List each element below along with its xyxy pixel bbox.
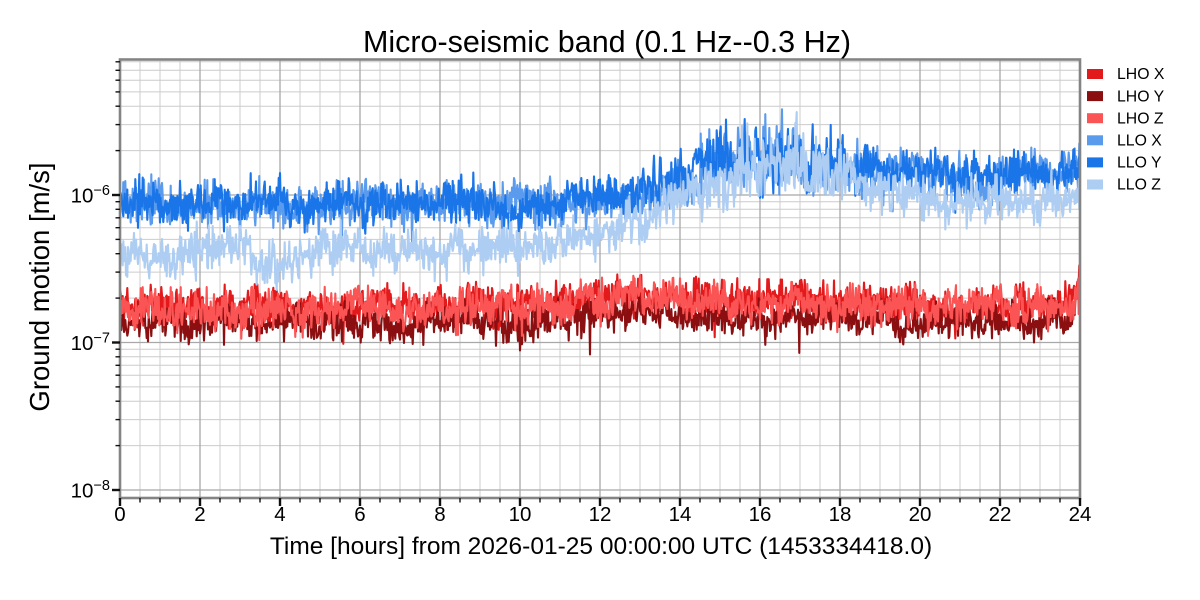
svg-text:2: 2 (194, 503, 205, 526)
svg-text:LHO Y: LHO Y (1117, 88, 1165, 105)
svg-text:22: 22 (989, 503, 1012, 526)
svg-text:4: 4 (274, 503, 285, 526)
svg-text:0: 0 (114, 503, 125, 526)
svg-text:Time [hours] from 2026-01-25 0: Time [hours] from 2026-01-25 00:00:00 UT… (270, 533, 932, 560)
svg-text:14: 14 (669, 503, 692, 526)
svg-text:LHO Z: LHO Z (1117, 110, 1164, 127)
svg-text:10−6: 10−6 (71, 183, 110, 208)
svg-text:LHO X: LHO X (1117, 66, 1165, 83)
svg-text:10: 10 (509, 503, 532, 526)
svg-text:LLO Z: LLO Z (1117, 177, 1161, 194)
svg-text:LLO X: LLO X (1117, 133, 1162, 150)
svg-text:18: 18 (829, 503, 852, 526)
svg-text:24: 24 (1069, 503, 1092, 526)
svg-text:20: 20 (909, 503, 932, 526)
svg-text:Ground motion [m/s]: Ground motion [m/s] (24, 162, 55, 411)
svg-text:Micro-seismic band (0.1 Hz--0.: Micro-seismic band (0.1 Hz--0.3 Hz) (363, 25, 851, 59)
svg-text:16: 16 (749, 503, 772, 526)
svg-text:8: 8 (434, 503, 445, 526)
svg-text:6: 6 (354, 503, 365, 526)
svg-text:12: 12 (589, 503, 612, 526)
svg-text:LLO Y: LLO Y (1117, 155, 1162, 172)
